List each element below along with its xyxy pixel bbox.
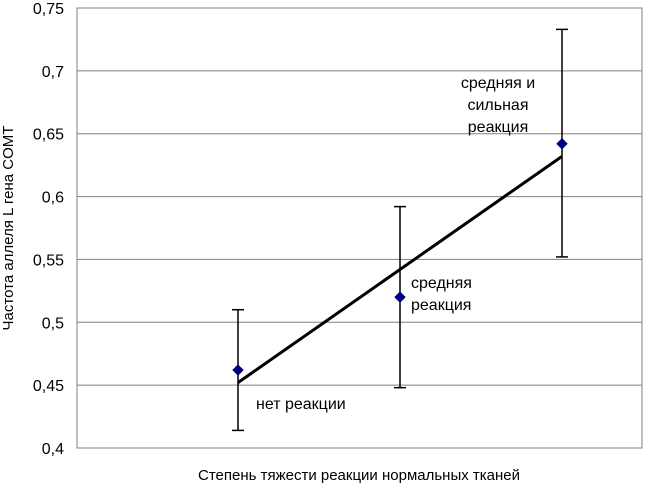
- y-tick-label: 0,7: [42, 64, 64, 81]
- point-annotation-line: средняя: [411, 275, 472, 292]
- point-annotation-line: сильная: [467, 97, 528, 114]
- x-axis-label: Степень тяжести реакции нормальных ткане…: [198, 467, 520, 484]
- point-annotation: нет реакции: [256, 396, 346, 413]
- y-axis-label: Частота аллеля L гена COMT: [0, 126, 17, 331]
- plot-area-border: [76, 7, 643, 449]
- y-tick-label: 0,5: [42, 315, 64, 332]
- y-axis-ticks: 0,4 0,45 0,5 0,55 0,6 0,65 0,7 0,75: [33, 1, 64, 458]
- point-annotation: средняя и сильная реакция: [461, 75, 535, 136]
- point-annotation-line: средняя и: [461, 75, 535, 92]
- point-annotation-line: реакция: [468, 119, 528, 136]
- point-annotation-line: реакция: [411, 297, 471, 314]
- y-tick-label: 0,75: [33, 1, 64, 18]
- data-point-marker: [556, 138, 568, 150]
- data-point-marker: [232, 364, 244, 376]
- y-tick-label: 0,65: [33, 127, 64, 144]
- data-point-marker: [394, 291, 406, 303]
- gridlines: [77, 70, 642, 386]
- y-tick-label: 0,55: [33, 252, 64, 269]
- y-tick-label: 0,45: [33, 378, 64, 395]
- y-tick-label: 0,4: [42, 441, 64, 458]
- data-points: [232, 138, 568, 376]
- point-annotations: нет реакции средняя реакция средняя и сильна…: [256, 75, 535, 413]
- y-tick-label: 0,6: [42, 190, 64, 207]
- point-annotation: средняя реакция: [411, 275, 472, 314]
- point-annotation-line: нет реакции: [256, 396, 346, 413]
